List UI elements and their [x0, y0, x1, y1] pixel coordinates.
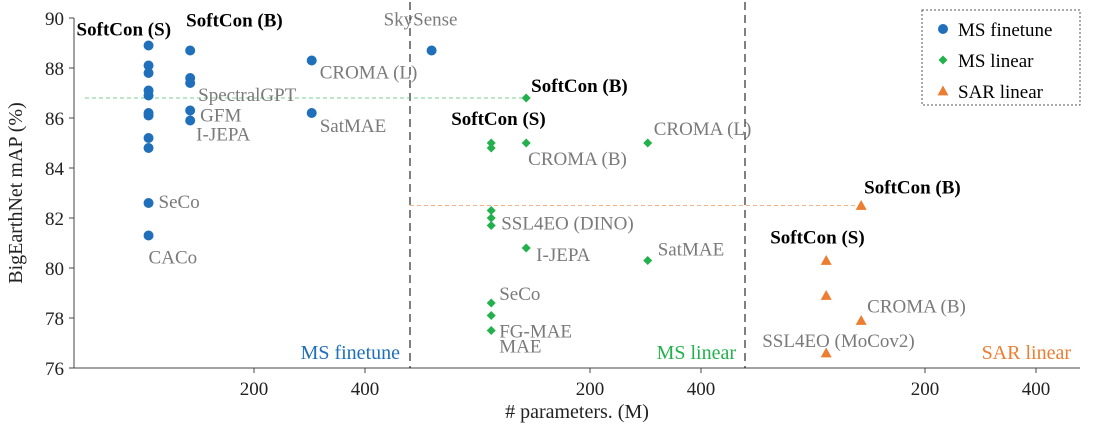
data-point	[486, 326, 496, 335]
data-point	[855, 315, 867, 325]
data-label: SoftCon (S)	[451, 109, 545, 130]
data-point	[486, 206, 496, 215]
x-tick-label: 400	[687, 379, 716, 400]
data-point	[143, 198, 154, 208]
data-point	[143, 40, 154, 51]
panel-title: MS finetune	[301, 342, 401, 364]
data-point	[486, 221, 496, 230]
data-point	[143, 110, 154, 121]
y-tick-label: 86	[45, 109, 64, 130]
data-point	[643, 138, 653, 148]
data-label: SeCo	[159, 192, 200, 213]
data-point	[486, 138, 496, 148]
data-label: SoftCon (B)	[186, 11, 283, 32]
data-label: SatMAE	[320, 116, 387, 137]
data-point	[143, 90, 154, 101]
data-point	[306, 108, 317, 118]
data-label: SatMAE	[658, 240, 725, 261]
data-point	[855, 200, 867, 210]
data-point	[426, 45, 437, 56]
y-tick-label: 80	[45, 259, 64, 280]
data-label: SoftCon (S)	[77, 20, 171, 41]
data-label: SoftCon (S)	[770, 228, 864, 249]
data-point	[185, 78, 196, 88]
data-point	[521, 93, 531, 103]
y-tick-label: 88	[45, 59, 64, 80]
data-point	[185, 105, 196, 116]
data-label: CROMA (L)	[654, 119, 752, 140]
data-label: GFM	[200, 106, 241, 127]
data-point	[143, 68, 154, 78]
x-axis-label: # parameters. (M)	[505, 401, 649, 423]
y-tick-label: 76	[45, 359, 64, 380]
data-point	[143, 230, 154, 241]
data-label: SkySense	[384, 10, 458, 31]
data-label: SSL4EO (MoCov2)	[762, 331, 915, 352]
data-label: SeCo	[499, 284, 540, 305]
data-point	[486, 143, 496, 153]
y-tick-label: 78	[45, 309, 64, 330]
data-point	[143, 60, 154, 71]
data-label: CACo	[149, 248, 198, 269]
panel-title: SAR linear	[982, 342, 1072, 364]
y-axis-label: BigEarthNet mAP (%)	[5, 102, 27, 283]
legend-label: MS finetune	[958, 20, 1052, 41]
data-label: SoftCon (B)	[864, 178, 961, 199]
x-tick-label: 200	[240, 379, 269, 400]
legend-marker	[938, 24, 948, 34]
data-point	[143, 143, 154, 153]
panel-title: MS linear	[657, 342, 737, 364]
legend-label: SAR linear	[958, 82, 1044, 103]
data-point	[143, 133, 154, 143]
legend-marker	[938, 55, 948, 65]
x-tick-label: 400	[351, 379, 380, 400]
data-point	[643, 256, 653, 265]
data-point	[486, 213, 496, 223]
x-tick-label: 200	[576, 379, 605, 400]
x-tick-label: 200	[911, 379, 940, 400]
data-label: CROMA (B)	[528, 149, 627, 170]
data-label: FG-MAE	[499, 322, 572, 343]
data-point	[820, 290, 832, 300]
data-label: CROMA (L)	[320, 63, 418, 84]
data-point	[521, 243, 531, 253]
legend-marker	[937, 85, 949, 96]
y-tick-label: 84	[45, 159, 65, 180]
y-tick-label: 82	[45, 209, 64, 230]
data-point	[486, 311, 496, 320]
data-label: SoftCon (B)	[531, 76, 628, 97]
legend-box	[921, 9, 1081, 106]
data-point	[521, 138, 531, 148]
data-point	[185, 115, 196, 126]
data-label: I-JEPA	[536, 245, 590, 266]
data-point	[185, 45, 196, 56]
legend-label: MS linear	[958, 51, 1034, 72]
data-label: SpectralGPT	[198, 85, 297, 106]
data-label: I-JEPA	[196, 125, 250, 146]
data-point	[820, 347, 832, 358]
data-label: SSL4EO (DINO)	[501, 214, 633, 235]
data-label: CROMA (B)	[867, 297, 966, 318]
x-tick-label: 400	[1022, 379, 1051, 400]
data-point	[820, 255, 832, 265]
y-tick-label: 90	[45, 9, 64, 30]
data-point	[306, 55, 317, 66]
data-point	[486, 298, 496, 308]
data-label: MAE	[499, 337, 541, 358]
